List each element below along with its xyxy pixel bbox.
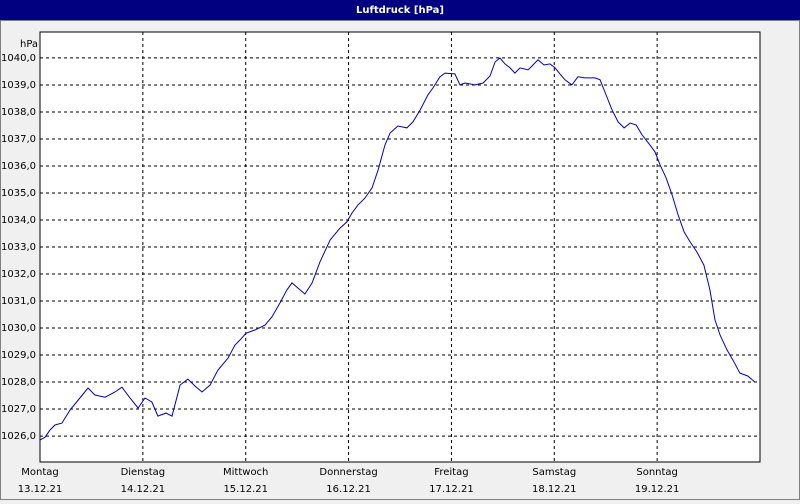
x-tick-label: Sonntag (636, 467, 678, 478)
x-tick-date: 14.12.21 (121, 484, 166, 495)
x-tick-label: Freitag (434, 467, 468, 478)
title-bar (0, 0, 800, 20)
x-tick-label: Mittwoch (223, 467, 268, 478)
y-tick-label: 1038,0 (1, 107, 36, 118)
x-tick-label: Samstag (532, 467, 576, 478)
x-tick-date: 15.12.21 (223, 484, 268, 495)
y-tick-label: 1037,0 (1, 134, 36, 145)
x-tick-date: 19.12.21 (635, 484, 680, 495)
x-tick-label: Dienstag (121, 467, 166, 478)
y-tick-label: 1028,0 (1, 377, 36, 388)
x-tick-date: 16.12.21 (326, 484, 371, 495)
x-tick-label: Montag (21, 467, 58, 478)
y-tick-label: 1032,0 (1, 269, 36, 280)
x-tick-date: 18.12.21 (532, 484, 577, 495)
pressure-line (39, 57, 756, 441)
y-tick-label: 1034,0 (1, 215, 36, 226)
chart-title: Luftdruck [hPa] (356, 5, 444, 16)
x-tick-date: 17.12.21 (429, 484, 474, 495)
y-tick-label: 1035,0 (1, 188, 36, 199)
y-unit: hPa (20, 39, 38, 50)
y-tick-label: 1029,0 (1, 350, 36, 361)
y-tick-label: 1033,0 (1, 242, 36, 253)
y-tick-label: 1036,0 (1, 161, 36, 172)
y-tick-label: 1040,0 (1, 53, 36, 64)
x-tick-label: Donnerstag (319, 467, 377, 478)
y-tick-label: 1030,0 (1, 323, 36, 334)
x-tick-date: 13.12.21 (18, 484, 63, 495)
y-tick-label: 1031,0 (1, 296, 36, 307)
y-tick-label: 1026,0 (1, 431, 36, 442)
y-tick-label: 1027,0 (1, 404, 36, 415)
y-tick-label: 1039,0 (1, 80, 36, 91)
